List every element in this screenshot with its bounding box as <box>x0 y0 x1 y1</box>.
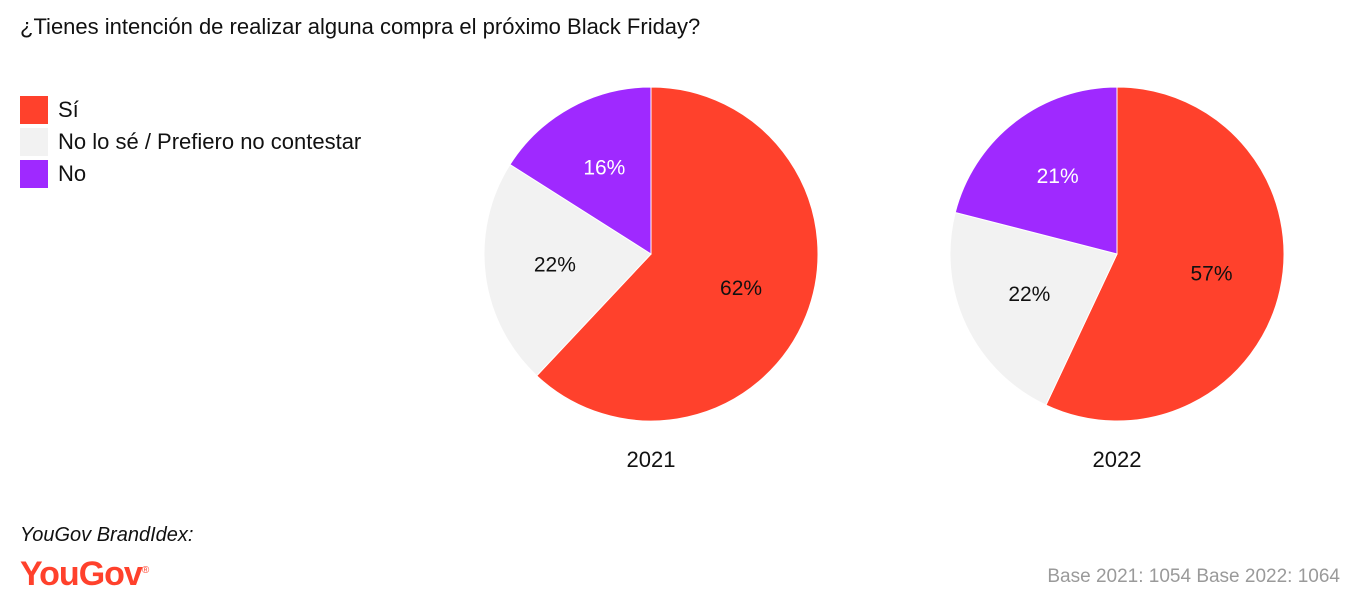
slice-label-2021-no: 16% <box>583 157 625 180</box>
pie-year-label-2021: 2021 <box>627 447 676 472</box>
base-note: Base 2021: 1054 Base 2022: 1064 <box>1047 566 1340 587</box>
legend-item-si: Sí <box>20 94 361 126</box>
slice-label-2022-no: 21% <box>1037 165 1079 188</box>
legend-item-no: No <box>20 158 361 190</box>
pie-2021: 62% 22% 16% 2021 <box>483 86 819 472</box>
yougov-logo: YouGov® <box>20 555 149 594</box>
chart-title: ¿Tienes intención de realizar alguna com… <box>20 14 701 39</box>
slice-label-2021-si: 62% <box>720 277 762 300</box>
legend-label-nolose: No lo sé / Prefiero no contestar <box>58 129 362 154</box>
legend-label-no: No <box>58 161 87 186</box>
legend-label-si: Sí <box>58 97 79 122</box>
logo-registered-mark: ® <box>141 565 149 576</box>
legend-swatch-nolose <box>20 128 48 156</box>
legend-item-nolose: No lo sé / Prefiero no contestar <box>20 126 361 158</box>
pie-slice-2021-nolose <box>483 163 652 377</box>
legend: Sí No lo sé / Prefiero no contestar No <box>20 94 361 190</box>
pie-slice-2022-no <box>954 86 1118 255</box>
logo-text: YouGov <box>20 555 143 593</box>
pie-slice-2021-si <box>535 86 819 422</box>
pie-2022: 57% 22% 21% 2022 <box>949 86 1285 472</box>
source-label: YouGov BrandIdex: <box>20 524 194 546</box>
legend-swatch-si <box>20 96 48 124</box>
slice-label-2022-si: 57% <box>1191 263 1233 286</box>
pie-slice-2022-nolose <box>949 211 1118 406</box>
pie-slice-2022-si <box>1045 86 1285 422</box>
legend-swatch-no <box>20 160 48 188</box>
pie-slice-2021-no <box>509 86 652 255</box>
pie-year-label-2022: 2022 <box>1093 447 1142 472</box>
slice-label-2022-nolose: 22% <box>1008 283 1050 306</box>
slice-label-2021-nolose: 22% <box>534 254 576 277</box>
